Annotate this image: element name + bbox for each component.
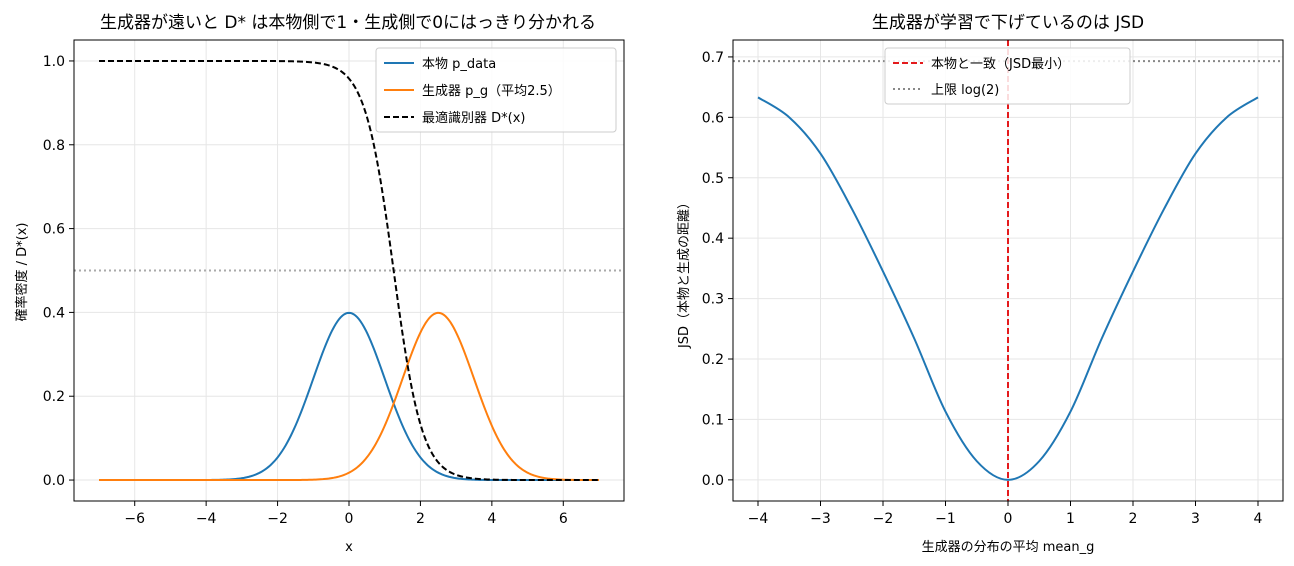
y-tick-label: 1.0 [43, 54, 65, 70]
left-series [99, 59, 599, 482]
right-legend: 本物と一致（JSD最小） 上限 log(2) [884, 47, 1131, 105]
x-tick-label: −2 [873, 511, 894, 527]
left-x-ticks: −6 −4 −2 0 2 4 6 [124, 501, 568, 527]
x-tick-label: −6 [124, 511, 145, 527]
y-tick-label: 0.6 [43, 222, 65, 238]
left-legend-box [375, 47, 617, 133]
legend-label-upper-bound: 上限 log(2) [931, 83, 999, 98]
right-x-ticks: −4 −3 −2 −1 0 1 2 3 4 [748, 501, 1263, 527]
legend-label-real: 本物 p_data [422, 57, 496, 72]
y-tick-label: 0.0 [43, 473, 65, 489]
x-tick-label: −4 [196, 511, 217, 527]
x-tick-label: 6 [559, 511, 568, 527]
y-tick-label: 0.7 [702, 50, 724, 66]
right-y-axis-label: JSD（本物と生成の距離） [677, 196, 692, 349]
y-tick-label: 0.1 [702, 412, 724, 428]
x-tick-label: −1 [935, 511, 956, 527]
y-tick-label: 0.0 [702, 473, 724, 489]
left-x-axis-label: x [345, 540, 353, 555]
y-tick-label: 0.6 [702, 110, 724, 126]
x-tick-label: 2 [416, 511, 425, 527]
x-tick-label: −3 [810, 511, 831, 527]
left-legend: 本物 p_data 生成器 p_g（平均2.5） 最適識別器 D*(x) [375, 47, 617, 133]
y-tick-label: 0.4 [702, 231, 724, 247]
y-tick-label: 0.8 [43, 138, 65, 154]
right-panel: 生成器が学習で下げているのは JSD −4 −3 −2 −1 0 1 2 3 4 0.00.10… [677, 13, 1284, 555]
left-y-ticks: 0.0 0.2 0.4 0.6 0.8 1.0 [43, 54, 74, 489]
right-x-axis-label: 生成器の分布の平均 mean_g [922, 540, 1095, 555]
left-panel: 生成器が遠いと D* は本物側で1・生成側で0にはっきり分かれる −6 −4 −2 0… [14, 13, 625, 555]
right-series [757, 40, 1259, 501]
right-legend-box [884, 47, 1131, 105]
left-series-line-2 [99, 59, 599, 482]
x-tick-label: 4 [1254, 511, 1263, 527]
y-tick-label: 0.4 [43, 305, 65, 321]
left-series-line-1 [99, 311, 599, 482]
right-series-line-0 [757, 96, 1259, 481]
x-tick-label: 0 [345, 511, 354, 527]
right-y-ticks: 0.0 0.1 0.2 0.3 0.4 0.5 0.6 0.7 [702, 50, 733, 489]
x-tick-label: −2 [267, 511, 288, 527]
y-tick-label: 0.5 [702, 171, 724, 187]
legend-label-discriminator: 最適識別器 D*(x) [422, 110, 525, 126]
x-tick-label: 3 [1191, 511, 1200, 527]
x-tick-label: 1 [1066, 511, 1075, 527]
legend-label-match: 本物と一致（JSD最小） [931, 57, 1070, 72]
x-tick-label: 2 [1129, 511, 1138, 527]
left-chart-title: 生成器が遠いと D* は本物側で1・生成側で0にはっきり分かれる [100, 13, 596, 33]
y-tick-label: 0.2 [43, 389, 65, 405]
x-tick-label: 4 [487, 511, 496, 527]
y-tick-label: 0.3 [702, 292, 724, 308]
x-tick-label: 0 [1004, 511, 1013, 527]
left-y-axis-label: 確率密度 / D*(x) [14, 223, 30, 322]
x-tick-label: −4 [748, 511, 769, 527]
y-tick-label: 0.2 [702, 352, 724, 368]
right-chart-title: 生成器が学習で下げているのは JSD [872, 13, 1144, 33]
legend-label-generator: 生成器 p_g（平均2.5） [422, 84, 561, 99]
